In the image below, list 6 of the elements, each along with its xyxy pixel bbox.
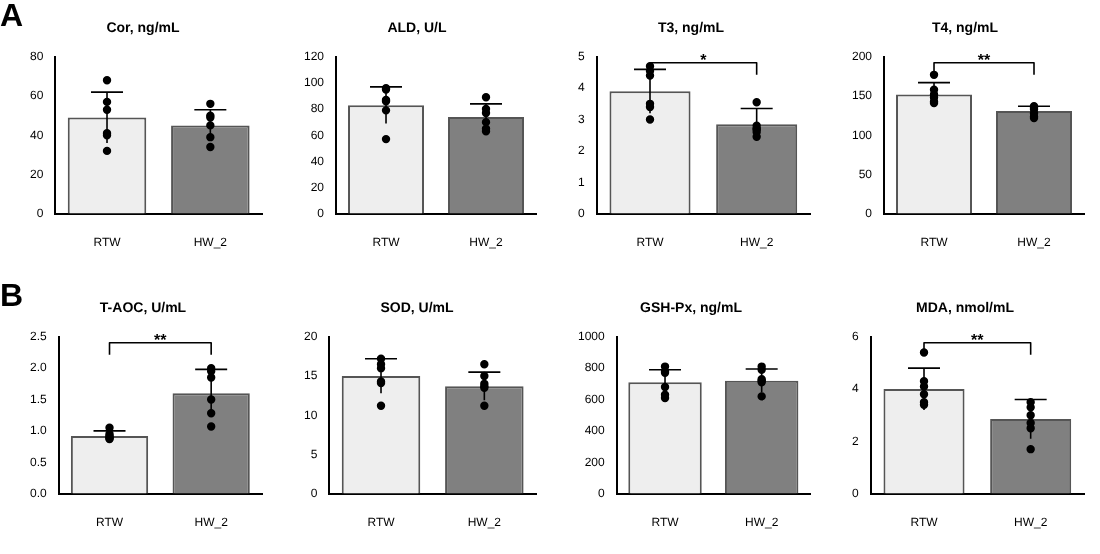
annotation: ** xyxy=(977,51,992,70)
annotation: ** xyxy=(154,331,169,350)
annotation: ** xyxy=(971,331,986,350)
text: A xyxy=(0,0,24,36)
text: B xyxy=(0,280,24,316)
annotation: * xyxy=(700,51,709,70)
